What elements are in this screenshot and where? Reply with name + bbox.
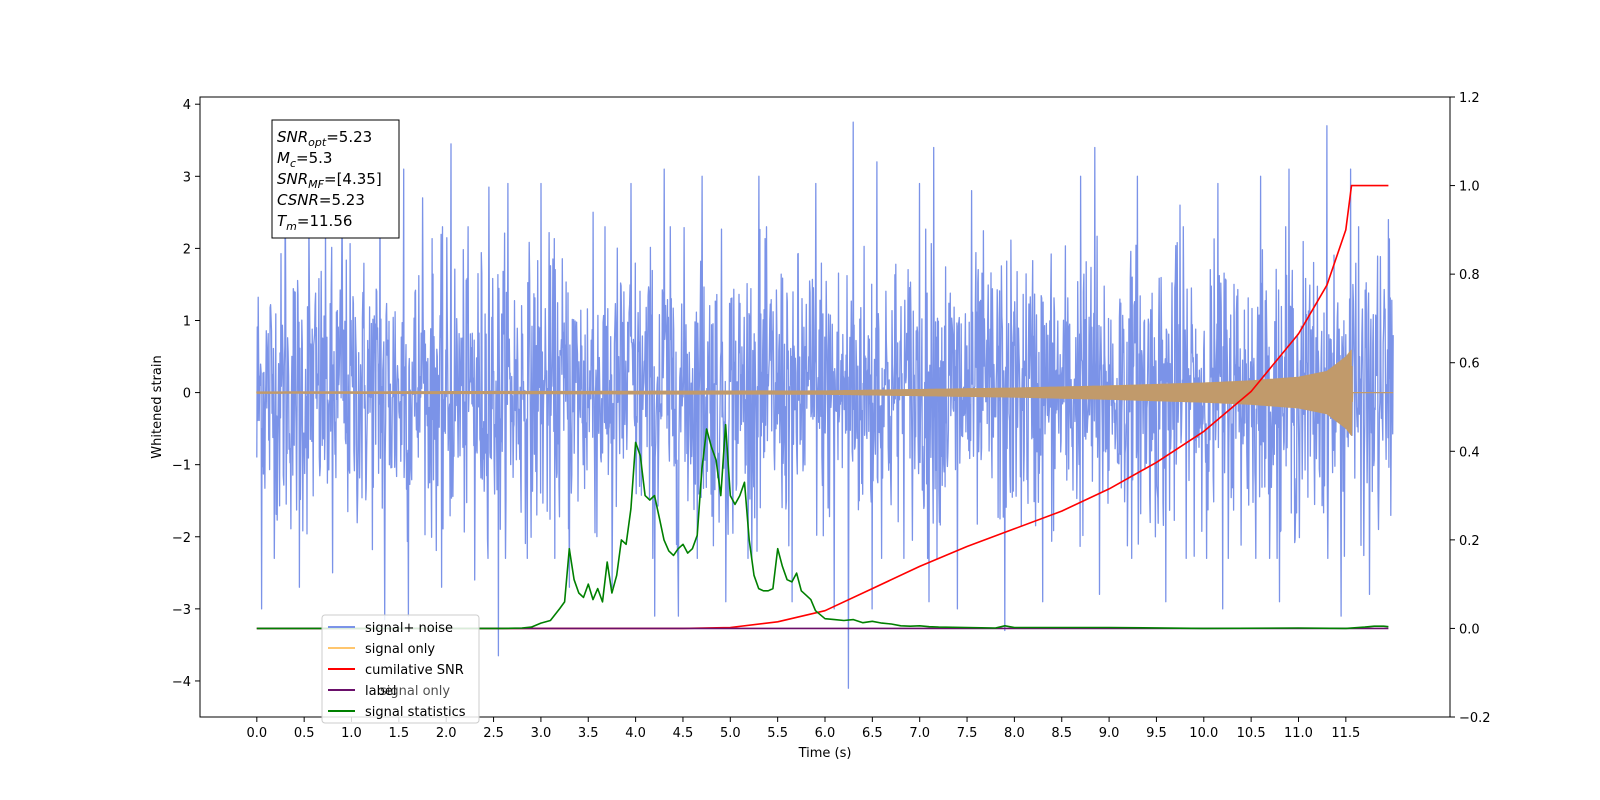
info-box-frame <box>271 119 400 239</box>
x-tick-label: 10.5 <box>1237 726 1266 741</box>
y-tick-label-left: −2 <box>172 531 191 546</box>
x-tick-label: 6.0 <box>815 726 836 741</box>
y-tick-label-right: −0.2 <box>1459 711 1491 726</box>
legend-label: signal statistics <box>365 705 466 720</box>
x-tick-label: 2.0 <box>436 726 457 741</box>
legend-entry-cumilative-snr: cumilative SNR <box>328 663 464 678</box>
y-tick-label-left: −3 <box>172 603 191 618</box>
y-tick-label-left: 4 <box>183 98 191 113</box>
y-tick-label-left: 2 <box>183 242 191 257</box>
y-tick-label-right: 0.0 <box>1459 622 1480 637</box>
y-tick-label-left: 3 <box>183 170 191 185</box>
x-tick-label: 5.0 <box>720 726 741 741</box>
y-axis-label: Whitened strain <box>150 355 165 458</box>
y-tick-label-right: 0.8 <box>1459 268 1480 283</box>
legend-entry-signal-statistics: signal statistics <box>328 705 466 720</box>
series-line-signal-statistics <box>256 423 1389 630</box>
info-line: SNRopt=5.23 <box>277 128 372 149</box>
info-line: Tm=11.56 <box>277 212 352 233</box>
y-tick-label-right: 1.0 <box>1459 180 1480 195</box>
legend-overlap-text: signal only <box>380 684 450 699</box>
x-tick-label: 8.5 <box>1051 726 1072 741</box>
info-line: Mc=5.3 <box>277 149 332 170</box>
info-line: CSNR=5.23 <box>277 191 365 209</box>
x-tick-label: 3.5 <box>578 726 599 741</box>
legend-entry-label: label <box>328 684 396 699</box>
x-tick-label: 4.5 <box>673 726 694 741</box>
x-tick-label: 1.0 <box>341 726 362 741</box>
x-tick-label: 7.5 <box>957 726 978 741</box>
x-tick-label: 10.0 <box>1189 726 1218 741</box>
x-tick-label: 1.5 <box>389 726 410 741</box>
x-tick-label: 11.5 <box>1331 726 1360 741</box>
x-tick-label: 6.5 <box>862 726 883 741</box>
legend-entry-signal-only: signal only <box>328 642 435 657</box>
x-tick-label: 2.5 <box>483 726 504 741</box>
y-tick-label-left: 1 <box>183 314 191 329</box>
y-tick-label-left: −1 <box>172 459 191 474</box>
x-tick-label: 11.0 <box>1284 726 1313 741</box>
x-tick-label: 0.0 <box>246 726 267 741</box>
y-tick-label-right: 0.2 <box>1459 534 1480 549</box>
legend-frame <box>321 614 480 724</box>
y-axis-right: −0.2 0.0 0.2 0.4 0.6 0.8 1.0 1.2 <box>1450 91 1491 726</box>
x-tick-label: 3.0 <box>531 726 552 741</box>
legend-label: label <box>365 684 396 699</box>
x-tick-label: 4.0 <box>625 726 646 741</box>
y-tick-label-right: 1.2 <box>1459 91 1480 106</box>
series-line-signal-only <box>256 349 1394 436</box>
y-tick-label-right: 0.4 <box>1459 445 1480 460</box>
x-axis-label: Time (s) <box>798 746 852 761</box>
legend-label: signal+ noise <box>365 621 453 636</box>
x-tick-label: 9.0 <box>1099 726 1120 741</box>
x-tick-label: 8.0 <box>1004 726 1025 741</box>
y-axis-left: −4 −3 −2 −1 0 1 2 3 4 <box>172 98 200 690</box>
x-tick-label: 7.0 <box>909 726 930 741</box>
y-tick-label-left: 0 <box>183 387 191 402</box>
info-line: SNRMF=[4.35] <box>277 170 382 191</box>
x-tick-label: 5.5 <box>767 726 788 741</box>
legend-label: signal only <box>365 642 435 657</box>
legend-label: cumilative SNR <box>365 663 464 678</box>
legend: signal+ noise signal only cumilative SNR la… <box>321 614 480 724</box>
legend-entry-signal-noise: signal+ noise <box>328 621 453 636</box>
x-tick-label: 0.5 <box>294 726 315 741</box>
series-line-signal-noise <box>256 121 1394 689</box>
x-tick-label: 9.5 <box>1146 726 1167 741</box>
y-tick-label-left: −4 <box>172 675 191 690</box>
y-tick-label-right: 0.6 <box>1459 357 1480 372</box>
x-axis: 0.0 0.5 1.0 1.5 2.0 2.5 3.0 3.5 4.0 4.5 5.0 5.5 6.0 6… <box>246 717 1360 741</box>
